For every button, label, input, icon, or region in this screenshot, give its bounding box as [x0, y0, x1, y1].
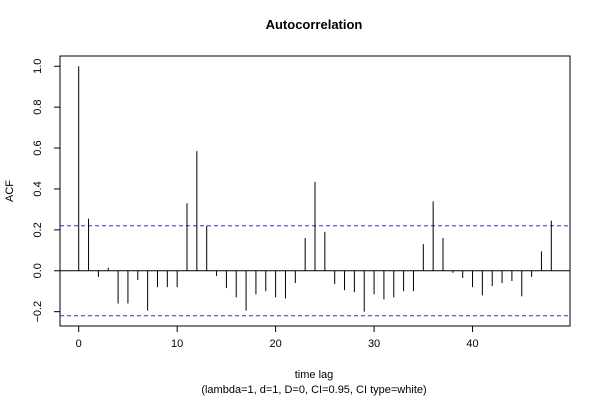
x-tick-label: 0 — [76, 338, 82, 350]
x-tick-label: 10 — [171, 338, 183, 350]
x-axis-subtitle: (lambda=1, d=1, D=0, CI=0.95, CI type=wh… — [201, 384, 426, 396]
x-tick-label: 40 — [466, 338, 478, 350]
acf-bars — [78, 66, 552, 312]
y-tick-label: 0.0 — [32, 263, 44, 278]
y-axis-label: ACF — [4, 180, 16, 202]
chart-title: Autocorrelation — [266, 17, 363, 32]
y-axis: −0.2 0.0 0.2 0.4 0.6 0.8 1.0 — [32, 59, 61, 323]
y-tick-label: 0.4 — [32, 181, 44, 196]
y-tick-label: 0.2 — [32, 222, 44, 237]
y-tick-label: −0.2 — [32, 301, 44, 323]
y-tick-label: 1.0 — [32, 59, 44, 74]
y-tick-label: 0.8 — [32, 99, 44, 114]
x-tick-label: 30 — [368, 338, 380, 350]
y-tick-label: 0.6 — [32, 140, 44, 155]
x-tick-label: 20 — [269, 338, 281, 350]
x-axis: 0 10 20 30 40 — [76, 325, 479, 350]
x-axis-label: time lag — [295, 369, 334, 381]
